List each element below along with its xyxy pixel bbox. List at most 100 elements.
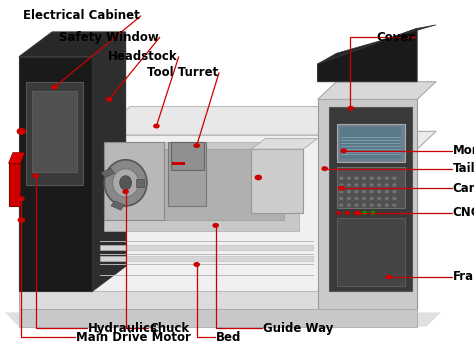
Circle shape (385, 190, 389, 193)
Text: Tool Turret: Tool Turret (147, 66, 218, 79)
Polygon shape (9, 153, 25, 163)
Circle shape (339, 190, 343, 193)
Bar (337, 124, 405, 162)
Circle shape (153, 124, 160, 129)
Circle shape (106, 97, 112, 102)
Circle shape (339, 184, 343, 186)
Polygon shape (168, 142, 206, 206)
Circle shape (370, 177, 374, 180)
Circle shape (362, 177, 366, 180)
Ellipse shape (112, 169, 138, 197)
Text: Safety Window: Safety Window (59, 31, 159, 44)
Circle shape (370, 197, 374, 200)
Text: Frame: Frame (453, 271, 474, 283)
Circle shape (370, 211, 376, 215)
Polygon shape (104, 142, 299, 231)
Bar (101, 168, 115, 178)
Circle shape (362, 211, 367, 215)
Circle shape (18, 217, 25, 223)
Circle shape (392, 177, 396, 180)
Bar (340, 127, 401, 159)
Text: Hydraulics: Hydraulics (88, 322, 158, 335)
Polygon shape (26, 82, 83, 185)
Circle shape (355, 211, 361, 215)
Polygon shape (19, 131, 436, 149)
Circle shape (385, 274, 392, 279)
Circle shape (18, 196, 25, 201)
Circle shape (385, 184, 389, 186)
Polygon shape (251, 149, 303, 213)
Circle shape (347, 177, 351, 180)
Circle shape (377, 204, 381, 207)
Circle shape (122, 189, 129, 194)
Text: Headstock: Headstock (108, 50, 178, 63)
Circle shape (377, 190, 381, 193)
Circle shape (392, 184, 396, 186)
Circle shape (212, 223, 219, 228)
Text: Cover: Cover (376, 31, 415, 44)
Bar (337, 218, 405, 286)
Polygon shape (5, 312, 441, 327)
Polygon shape (19, 149, 417, 309)
Circle shape (385, 204, 389, 207)
Circle shape (193, 262, 200, 267)
Circle shape (339, 177, 343, 180)
Polygon shape (19, 309, 417, 327)
Polygon shape (172, 162, 185, 165)
Circle shape (345, 211, 350, 215)
Polygon shape (19, 57, 92, 291)
Circle shape (385, 197, 389, 200)
Circle shape (355, 197, 358, 200)
Circle shape (355, 184, 358, 186)
Circle shape (347, 197, 351, 200)
Polygon shape (92, 106, 356, 135)
Circle shape (362, 204, 366, 207)
Bar (9, 163, 20, 206)
Text: CNC: CNC (453, 207, 474, 219)
Circle shape (338, 186, 345, 191)
Polygon shape (92, 32, 126, 291)
Ellipse shape (119, 176, 131, 190)
Polygon shape (92, 135, 318, 291)
Text: Electrical Cabinet: Electrical Cabinet (23, 10, 140, 22)
Circle shape (255, 175, 262, 180)
Bar (136, 179, 144, 187)
Circle shape (339, 197, 343, 200)
Circle shape (392, 190, 396, 193)
Polygon shape (251, 138, 318, 149)
Circle shape (362, 190, 366, 193)
Circle shape (347, 106, 354, 111)
Text: Guide Way: Guide Way (263, 322, 333, 335)
Polygon shape (318, 99, 417, 309)
Circle shape (355, 177, 358, 180)
Circle shape (370, 204, 374, 207)
Circle shape (347, 190, 351, 193)
Polygon shape (318, 28, 417, 82)
Circle shape (355, 190, 358, 193)
Ellipse shape (104, 160, 147, 206)
Polygon shape (19, 32, 126, 57)
Polygon shape (329, 106, 412, 291)
Text: Chuck: Chuck (149, 322, 190, 335)
Circle shape (377, 197, 381, 200)
Polygon shape (118, 149, 284, 220)
Circle shape (355, 204, 358, 207)
Circle shape (370, 184, 374, 186)
Circle shape (339, 204, 343, 207)
Polygon shape (104, 142, 164, 220)
Polygon shape (318, 25, 436, 64)
Polygon shape (32, 91, 77, 172)
Circle shape (362, 197, 366, 200)
Circle shape (336, 211, 342, 215)
Circle shape (353, 211, 359, 215)
Circle shape (340, 148, 347, 153)
Circle shape (362, 184, 366, 186)
Circle shape (347, 184, 351, 186)
Circle shape (392, 204, 396, 207)
Circle shape (392, 197, 396, 200)
Circle shape (347, 204, 351, 207)
Circle shape (17, 128, 26, 135)
Text: Monitor: Monitor (453, 144, 474, 157)
Text: Tailstock: Tailstock (453, 162, 474, 175)
Text: Carriage: Carriage (453, 182, 474, 195)
